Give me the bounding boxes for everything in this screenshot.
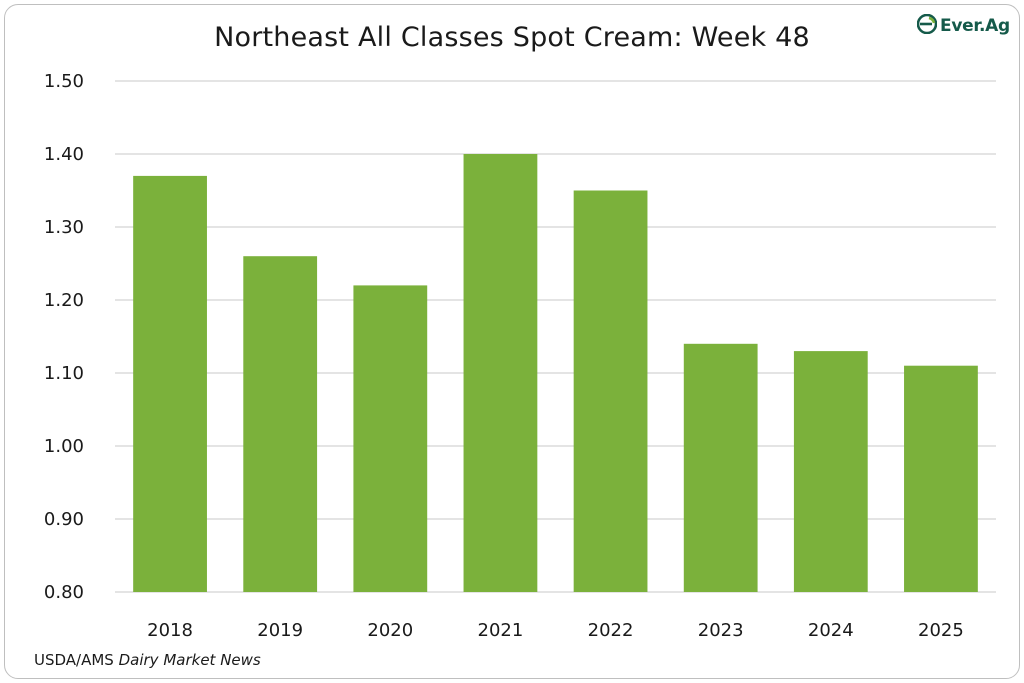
y-tick-label: 0.80 [44, 582, 84, 603]
y-tick-label: 1.30 [44, 217, 84, 238]
bar-2024 [793, 351, 868, 592]
source-note: USDA/AMS Dairy Market News [34, 651, 261, 669]
source-prefix: USDA/AMS [34, 651, 119, 669]
bar-2019 [243, 256, 318, 592]
x-tick-label: 2024 [808, 620, 854, 641]
x-tick-label: 2025 [918, 620, 964, 641]
ever-ag-logo-icon [916, 13, 938, 39]
x-tick-label: 2021 [478, 620, 524, 641]
y-tick-label: 1.00 [44, 436, 84, 457]
y-tick-label: 1.20 [44, 290, 84, 311]
y-tick-label: 0.90 [44, 509, 84, 530]
bar-2020 [353, 285, 428, 592]
y-tick-label: 1.10 [44, 363, 84, 384]
x-tick-label: 2023 [698, 620, 744, 641]
y-tick-label: 1.40 [44, 144, 84, 165]
bar-2018 [133, 175, 207, 592]
bar-2021 [463, 154, 538, 592]
bar-2025 [904, 365, 978, 592]
source-publication: Dairy Market News [118, 651, 261, 669]
x-tick-label: 2018 [147, 620, 193, 641]
x-tick-label: 2020 [367, 620, 413, 641]
bar-2023 [683, 343, 758, 592]
bar-2022 [573, 190, 648, 592]
ever-ag-logo-text: Ever.Ag [940, 16, 1010, 36]
x-tick-label: 2022 [588, 620, 634, 641]
bars [133, 154, 978, 592]
x-axis-ticks: 2018 2019 2020 2021 2022 2023 2024 2025 [147, 620, 964, 641]
y-axis-ticks: 0.80 0.90 1.00 1.10 1.20 1.30 1.40 1.50 [44, 71, 84, 603]
y-tick-label: 1.50 [44, 71, 84, 92]
chart-title: Northeast All Classes Spot Cream: Week 4… [214, 22, 810, 53]
ever-ag-logo: Ever.Ag [916, 12, 1010, 40]
x-tick-label: 2019 [257, 620, 303, 641]
